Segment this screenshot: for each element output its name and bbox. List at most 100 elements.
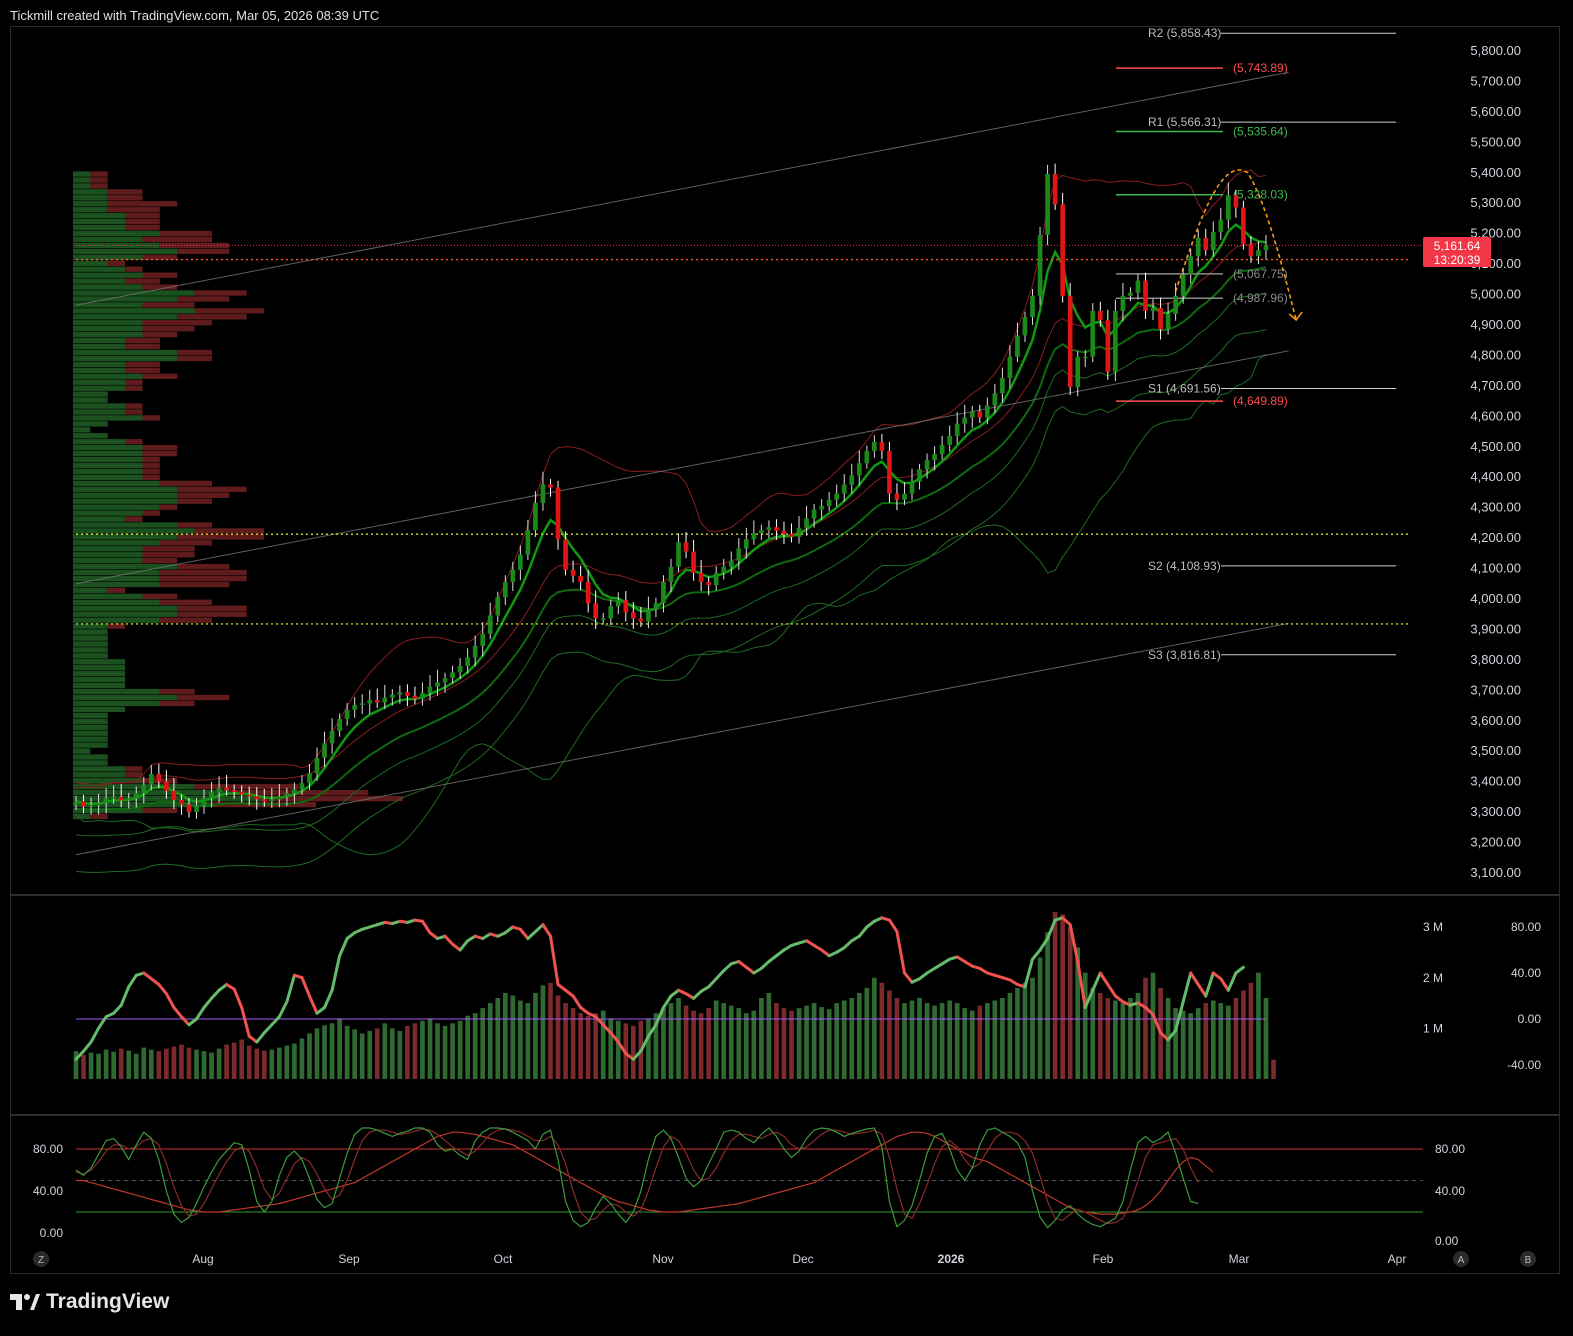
pivot-label: S3 (3,816.81): [1148, 648, 1221, 662]
volume-bar: [811, 1003, 817, 1079]
candle-body: [1037, 234, 1043, 296]
macd-line-segment: [1151, 1012, 1163, 1035]
volume-bar: [359, 1033, 365, 1079]
profile-bar-down: [177, 296, 230, 302]
volume-bar: [1233, 998, 1239, 1079]
profile-bar-up: [73, 450, 143, 457]
profile-bar-up: [73, 171, 91, 177]
macd-line-segment: [1234, 965, 1245, 975]
macd-line-segment: [737, 960, 748, 969]
volume-bar: [548, 982, 553, 1079]
profile-bar-up: [73, 498, 178, 504]
profile-bar-down: [125, 343, 160, 350]
profile-bar-down: [194, 784, 299, 790]
profile-bar-up: [73, 563, 178, 570]
profile-bar-up: [73, 230, 160, 237]
candle-body: [1135, 280, 1141, 293]
macd-line-segment: [420, 919, 432, 935]
volume-bar: [1007, 992, 1013, 1079]
volume-bar: [186, 1047, 192, 1079]
auto-scale-button[interactable]: [1453, 1251, 1469, 1267]
profile-bar-up: [73, 522, 178, 528]
profile-bar-down: [125, 218, 160, 225]
macd-line-segment: [669, 988, 681, 998]
candle-body: [872, 441, 877, 452]
volume-bar: [1067, 927, 1073, 1079]
volume-bar: [495, 998, 501, 1079]
scale-buttons[interactable]: Z A B: [33, 1251, 1536, 1267]
macd-line-segment: [714, 969, 726, 981]
profile-bar-up: [73, 807, 143, 814]
profile-bar-up: [73, 349, 178, 356]
profile-bar-up: [73, 326, 143, 332]
volume-bar: [284, 1045, 290, 1079]
candle-body: [1097, 310, 1103, 321]
macd-line-segment: [307, 994, 319, 1015]
macd-line-segment: [1046, 918, 1057, 940]
profile-bar-up: [73, 629, 108, 635]
profile-bar-up: [73, 391, 108, 397]
profile-bar-up: [73, 581, 160, 588]
volume-bar: [269, 1049, 275, 1079]
volume-bar: [465, 1015, 470, 1079]
profile-bar-up: [73, 760, 108, 766]
candle-body: [1188, 256, 1194, 275]
candle-body: [148, 774, 154, 785]
profile-bar-up: [73, 224, 126, 231]
candle-body: [849, 475, 855, 485]
time-tick-label: 2026: [938, 1252, 965, 1266]
volume-bar: [171, 1046, 177, 1079]
volume-bar: [721, 1003, 727, 1079]
macd-line-segment: [661, 994, 673, 1009]
profile-bar-up: [73, 242, 160, 249]
candle-body: [96, 802, 101, 806]
volume-bar: [1203, 1003, 1209, 1079]
volume-bar: [367, 1030, 373, 1079]
profile-bar-up: [73, 403, 126, 409]
countdown-label: 13:20:39: [1434, 253, 1481, 267]
volume-bar: [834, 1003, 840, 1079]
macd-line-segment: [646, 1023, 658, 1038]
volume-bar: [902, 1003, 907, 1079]
chart-frame[interactable]: R2 (5,858.43) R1 (5,566.31) S1 (4,691.56) S…: [10, 26, 1560, 1274]
profile-bar-down: [159, 480, 212, 487]
chart-canvas[interactable]: R2 (5,858.43) R1 (5,566.31) S1 (4,691.56) S…: [11, 26, 1559, 1273]
channel-mid: [75, 350, 1289, 585]
candle-body: [902, 493, 907, 500]
profile-bar-down: [125, 403, 143, 409]
candle-body: [533, 502, 538, 531]
candle-body: [593, 603, 599, 619]
profile-bar-down: [159, 575, 247, 582]
macd-line-segment: [609, 1031, 620, 1044]
level-label: (4,987.96): [1233, 291, 1288, 305]
zoom-button[interactable]: [33, 1251, 49, 1267]
volume-bar: [608, 1018, 614, 1079]
volume-bar: [510, 995, 516, 1079]
candle-body: [781, 530, 787, 534]
volume-bar: [578, 1013, 583, 1079]
time-tick-label: Dec: [792, 1252, 813, 1266]
profile-bar-down: [90, 171, 108, 177]
profile-bar-down: [159, 599, 212, 606]
profile-bar-down: [159, 688, 195, 695]
volume-bar: [405, 1025, 410, 1079]
profile-bar-up: [73, 302, 143, 308]
macd-line-segment: [164, 992, 176, 1009]
level-label: (5,743.89): [1233, 61, 1288, 75]
macd-line-segment: [616, 1040, 628, 1055]
profile-bar-down: [142, 510, 160, 516]
back-button[interactable]: [1520, 1251, 1536, 1267]
candle-body: [1263, 245, 1269, 251]
candle-body: [472, 645, 478, 658]
profile-bar-down: [142, 462, 160, 469]
price-tick-label: 3,200.00: [1470, 835, 1521, 850]
volume-bar: [457, 1020, 463, 1079]
macd-line-segment: [722, 962, 733, 973]
candle-body: [239, 792, 245, 795]
macd-line-segment: [247, 1034, 259, 1044]
macd-line-segment: [1038, 937, 1050, 952]
volume-bar: [246, 1045, 252, 1079]
candle-body: [819, 505, 824, 510]
volume-bar: [887, 990, 892, 1079]
profile-bar-up: [73, 528, 195, 534]
